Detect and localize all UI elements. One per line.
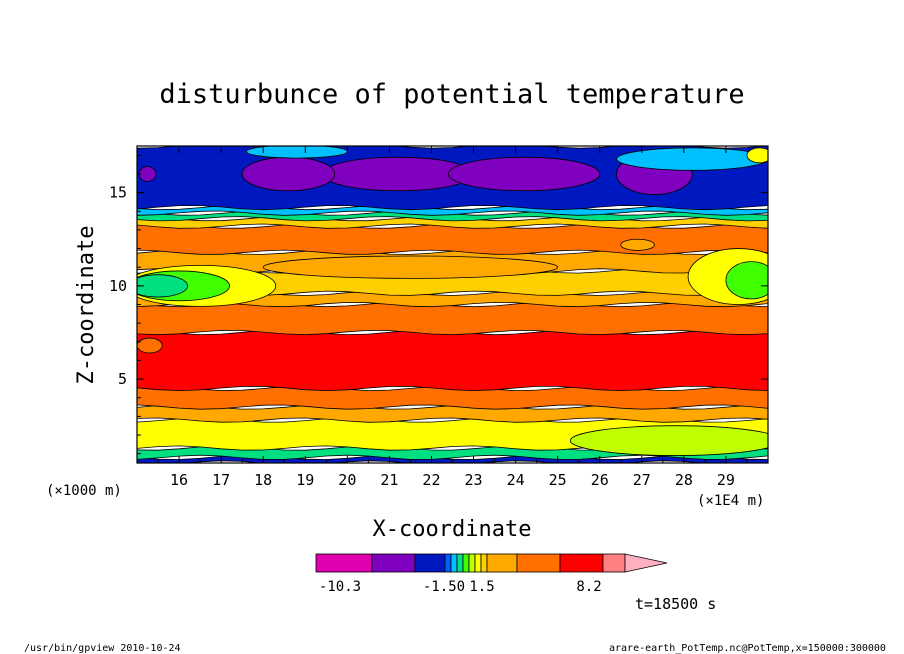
x-axis: 16 17 18 19 20 21 22 23 24 25 26 27 28 29: [157, 146, 748, 489]
contour-band: [137, 302, 768, 336]
x-tick-label: 20: [338, 471, 356, 489]
y-tick-label: 5: [118, 370, 127, 388]
contour-blob: [137, 337, 163, 354]
colorbar-label: -1.50: [423, 579, 465, 595]
x-tick-label: 21: [380, 471, 398, 489]
time-label: t=18500 s: [635, 595, 716, 613]
x-tick-label: 19: [296, 471, 314, 489]
contour-band: [137, 329, 768, 392]
colorbar-cell: [468, 553, 476, 573]
x-tick-label: 23: [465, 471, 483, 489]
x-tick-label: 27: [633, 471, 651, 489]
colorbar-cell: [462, 553, 470, 573]
y-tick-label: 15: [109, 184, 127, 202]
contour-blob: [620, 238, 655, 251]
contour-band: [137, 385, 768, 410]
contour-band: [137, 204, 768, 216]
colorbar-cell: [516, 553, 561, 573]
chart-title: disturbunce of potential temperature: [159, 79, 744, 110]
colorbar-cell: [474, 553, 482, 573]
x-tick-label: 18: [254, 471, 272, 489]
contour-blob: [725, 261, 768, 300]
colorbar-cell: [371, 553, 416, 573]
colorbar-cell: [315, 553, 373, 573]
y-axis-unit: (×1000 m): [46, 483, 122, 499]
contour-blob: [447, 156, 601, 192]
x-tick-label: 29: [717, 471, 735, 489]
colorbar-label: 8.2: [576, 579, 601, 595]
x-tick-label: 16: [170, 471, 188, 489]
colorbar-label: 1.5: [469, 579, 494, 595]
colorbar-cell: [559, 553, 604, 573]
y-tick-label: 10: [109, 277, 127, 295]
contour-blob: [245, 146, 348, 159]
colorbar-cell: [486, 553, 518, 573]
contour-band: [137, 223, 768, 255]
footer-left: /usr/bin/gpview 2010-10-24: [24, 643, 181, 654]
footer-right: arare-earth_PotTemp.nc@PotTemp,x=150000:…: [609, 643, 886, 654]
contour-blob: [137, 274, 188, 298]
colorbar-cell: [602, 553, 626, 573]
contour-blob: [138, 166, 157, 182]
colorbar-cell: [450, 553, 458, 573]
colorbar-label: -10.3: [319, 579, 361, 595]
contour-blob: [241, 156, 336, 192]
x-tick-label: 26: [591, 471, 609, 489]
x-tick-label: 24: [507, 471, 525, 489]
contour-blob: [569, 425, 768, 456]
plot-area: [137, 146, 768, 463]
contour-blob: [746, 147, 768, 164]
x-axis-title: X-coordinate: [373, 517, 532, 542]
colorbar-arrow: [624, 553, 668, 573]
colorbar: -10.3 -1.50 1.5 8.2: [315, 553, 668, 595]
colorbar-cell: [480, 553, 488, 573]
y-axis: 5 10 15: [109, 154, 768, 455]
x-axis-unit: (×1E4 m): [697, 493, 764, 509]
contour-blob: [616, 147, 768, 171]
x-tick-label: 25: [549, 471, 567, 489]
contour-band: [137, 454, 768, 463]
x-tick-label: 17: [212, 471, 230, 489]
contour-blob: [262, 255, 559, 279]
colorbar-cell: [456, 553, 464, 573]
colorbar-cell: [444, 553, 452, 573]
x-tick-label: 22: [422, 471, 440, 489]
y-axis-title: Z-coordinate: [74, 226, 99, 385]
colorbar-cell: [414, 553, 446, 573]
x-tick-label: 28: [675, 471, 693, 489]
